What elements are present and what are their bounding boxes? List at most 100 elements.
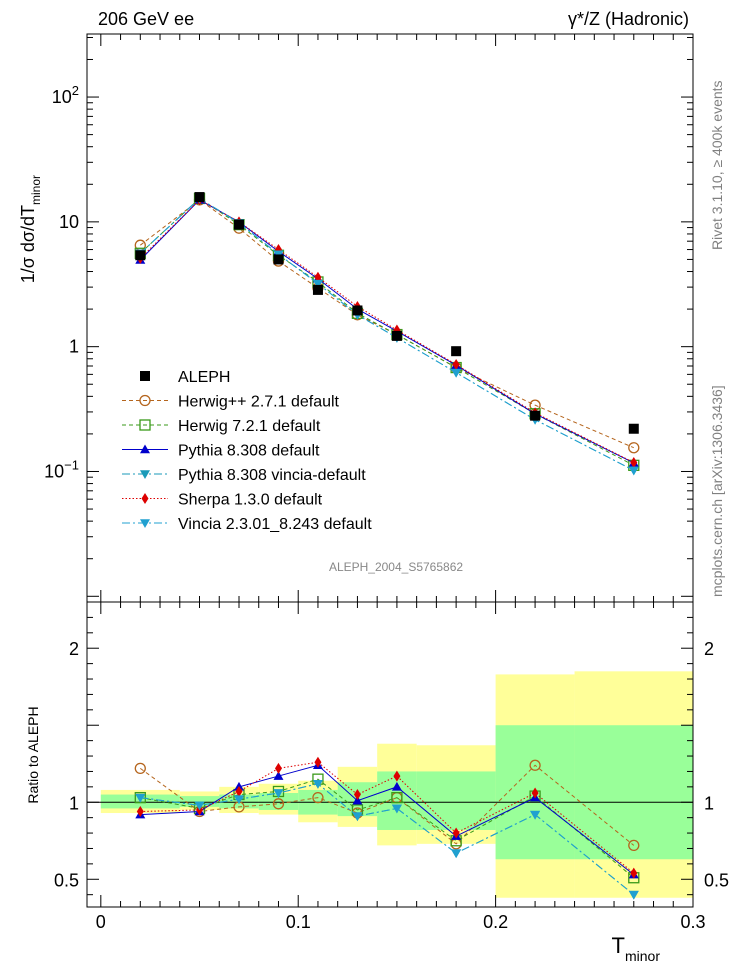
legend-marker-pythia bbox=[140, 444, 150, 454]
main-y-tick-label-base: 1 bbox=[69, 337, 79, 357]
ratio-x-tick-label: 0.2 bbox=[483, 912, 508, 932]
ratio-point-herwig7 bbox=[391, 791, 403, 804]
legend-marker-sherpa bbox=[141, 493, 149, 504]
ratio-x-tick-label: 0.1 bbox=[286, 912, 311, 932]
ratio-point-pythia bbox=[391, 781, 402, 791]
main-y-tick-label-base: 10 bbox=[52, 87, 72, 107]
main-y-axis-label-sub: minor bbox=[29, 175, 43, 205]
main-line-sherpa bbox=[139, 199, 635, 463]
rivet-version-label: Rivet 3.1.10, ≥ 400k events bbox=[709, 80, 725, 250]
ratio-x-tick-label: 0.3 bbox=[680, 912, 705, 932]
ratio-line-herwigpp bbox=[140, 764, 635, 846]
process-label: γ*/Z (Hadronic) bbox=[568, 9, 689, 29]
legend-marker-pythia_vincia bbox=[140, 470, 150, 479]
ratio-point-vincia bbox=[451, 849, 462, 859]
main-line-vincia bbox=[139, 197, 635, 471]
main-y-axis-label-text: 1/σ dσ/dT bbox=[18, 205, 38, 283]
ratio-point-pythia bbox=[273, 771, 284, 780]
x-axis-label-text: T bbox=[612, 933, 625, 958]
ratio-plot-content bbox=[87, 671, 693, 900]
legend-marker-herwigpp bbox=[139, 394, 151, 407]
ratio-y-tick-label-left: 0.5 bbox=[54, 870, 79, 890]
main-point-vincia bbox=[312, 279, 323, 289]
ratio-point-pythia bbox=[352, 795, 363, 805]
ratio-line-herwig7 bbox=[140, 778, 635, 879]
main-y-tick-label-exp: 2 bbox=[72, 83, 79, 98]
main-point-vincia bbox=[451, 368, 462, 378]
source-label: mcplots.cern.ch [arXiv:1306.3436] bbox=[709, 385, 725, 597]
main-line-herwigpp bbox=[139, 199, 634, 449]
ratio-point-sherpa bbox=[452, 827, 460, 839]
main-y-axis-label: 1/σ dσ/dTminor bbox=[18, 175, 43, 283]
ratio-point-vincia bbox=[135, 793, 146, 803]
x-axis-label: Tminor bbox=[612, 933, 661, 964]
energy-label: 206 GeV ee bbox=[98, 9, 194, 29]
main-point-data bbox=[273, 254, 284, 265]
legend-marker-vincia bbox=[140, 519, 150, 528]
ratio-x-tick-label: 0 bbox=[96, 912, 106, 932]
main-point-data bbox=[628, 423, 639, 434]
ratio-panel: 0.5 0.5 1 1 2 2 0 0.1 0.2 0.3 Ratio to ALEPH Tmin… bbox=[25, 601, 729, 964]
legend: ALEPH Herwig++ 2.7.1 default Herwig 7.2.1 … bbox=[122, 369, 372, 533]
main-line-herwig7 bbox=[139, 197, 635, 466]
main-plot-content bbox=[134, 192, 640, 476]
legend-label-sherpa: Sherpa 1.3.0 default bbox=[178, 492, 323, 509]
legend-label-data: ALEPH bbox=[178, 369, 230, 386]
main-y-tick-label: 10−1 bbox=[44, 457, 79, 481]
ratio-band-inner bbox=[258, 793, 299, 810]
ratio-point-sherpa bbox=[274, 762, 282, 774]
ratio-point-vincia bbox=[628, 890, 639, 900]
x-axis-label-sub: minor bbox=[625, 948, 660, 964]
ratio-point-vincia bbox=[352, 812, 363, 822]
main-point-sherpa bbox=[452, 358, 460, 370]
main-y-tick-label-base: 10 bbox=[59, 212, 79, 232]
ratio-point-vincia bbox=[233, 795, 244, 805]
ratio-line-vincia bbox=[140, 783, 635, 896]
ratio-point-vincia bbox=[391, 804, 402, 814]
ratio-clipped-content bbox=[87, 671, 693, 900]
ratio-point-herwigpp bbox=[272, 798, 285, 810]
main-y-tick-label-base: 10 bbox=[44, 461, 64, 481]
ratio-point-herwigpp bbox=[529, 759, 541, 771]
ratio-point-vincia bbox=[312, 780, 323, 789]
main-y-tick-label: 102 bbox=[52, 83, 79, 107]
main-point-sherpa bbox=[630, 457, 638, 469]
ratio-point-vincia bbox=[273, 789, 284, 799]
main-y-tick-label: 10 bbox=[59, 212, 79, 232]
main-point-data bbox=[530, 410, 541, 421]
ratio-point-sherpa bbox=[136, 805, 144, 817]
legend-marker-herwig7 bbox=[139, 419, 151, 431]
ratio-band-inner bbox=[179, 796, 220, 807]
ratio-point-vincia bbox=[530, 810, 541, 820]
ratio-line-sherpa bbox=[140, 761, 635, 874]
main-point-data bbox=[352, 305, 363, 316]
ratio-y-tick-label-right: 1 bbox=[704, 793, 714, 813]
legend-label-herwigpp: Herwig++ 2.7.1 default bbox=[178, 394, 340, 411]
legend-label-herwig7: Herwig 7.2.1 default bbox=[178, 418, 321, 435]
ratio-y-axis-label: Ratio to ALEPH bbox=[25, 706, 41, 803]
ratio-point-vincia bbox=[194, 801, 205, 811]
ratio-point-sherpa bbox=[235, 785, 243, 797]
analysis-id-label: ALEPH_2004_S5765862 bbox=[329, 560, 463, 574]
ratio-y-tick-label-right: 2 bbox=[704, 639, 714, 659]
legend-marker-data bbox=[140, 371, 150, 381]
main-point-data bbox=[312, 284, 323, 295]
ratio-y-tick-label-right: 0.5 bbox=[704, 870, 729, 890]
legend-label-vincia: Vincia 2.3.01_8.243 default bbox=[178, 516, 372, 533]
ratio-band-inner bbox=[416, 771, 496, 830]
main-point-data bbox=[391, 330, 402, 341]
main-y-tick-label-exp: −1 bbox=[64, 457, 79, 472]
ratio-plot-frame bbox=[86, 601, 694, 908]
ratio-point-herwigpp bbox=[134, 762, 146, 775]
legend-label-pythia_vincia: Pythia 8.308 vincia-default bbox=[178, 467, 366, 484]
main-point-data bbox=[233, 219, 244, 230]
ratio-point-sherpa bbox=[393, 770, 401, 782]
ratio-band-inner bbox=[574, 725, 693, 860]
ratio-point-sherpa bbox=[353, 789, 361, 801]
ratio-y-tick-label-left: 1 bbox=[69, 793, 79, 813]
ratio-point-sherpa bbox=[314, 756, 322, 768]
ratio-point-herwigpp bbox=[628, 839, 640, 852]
